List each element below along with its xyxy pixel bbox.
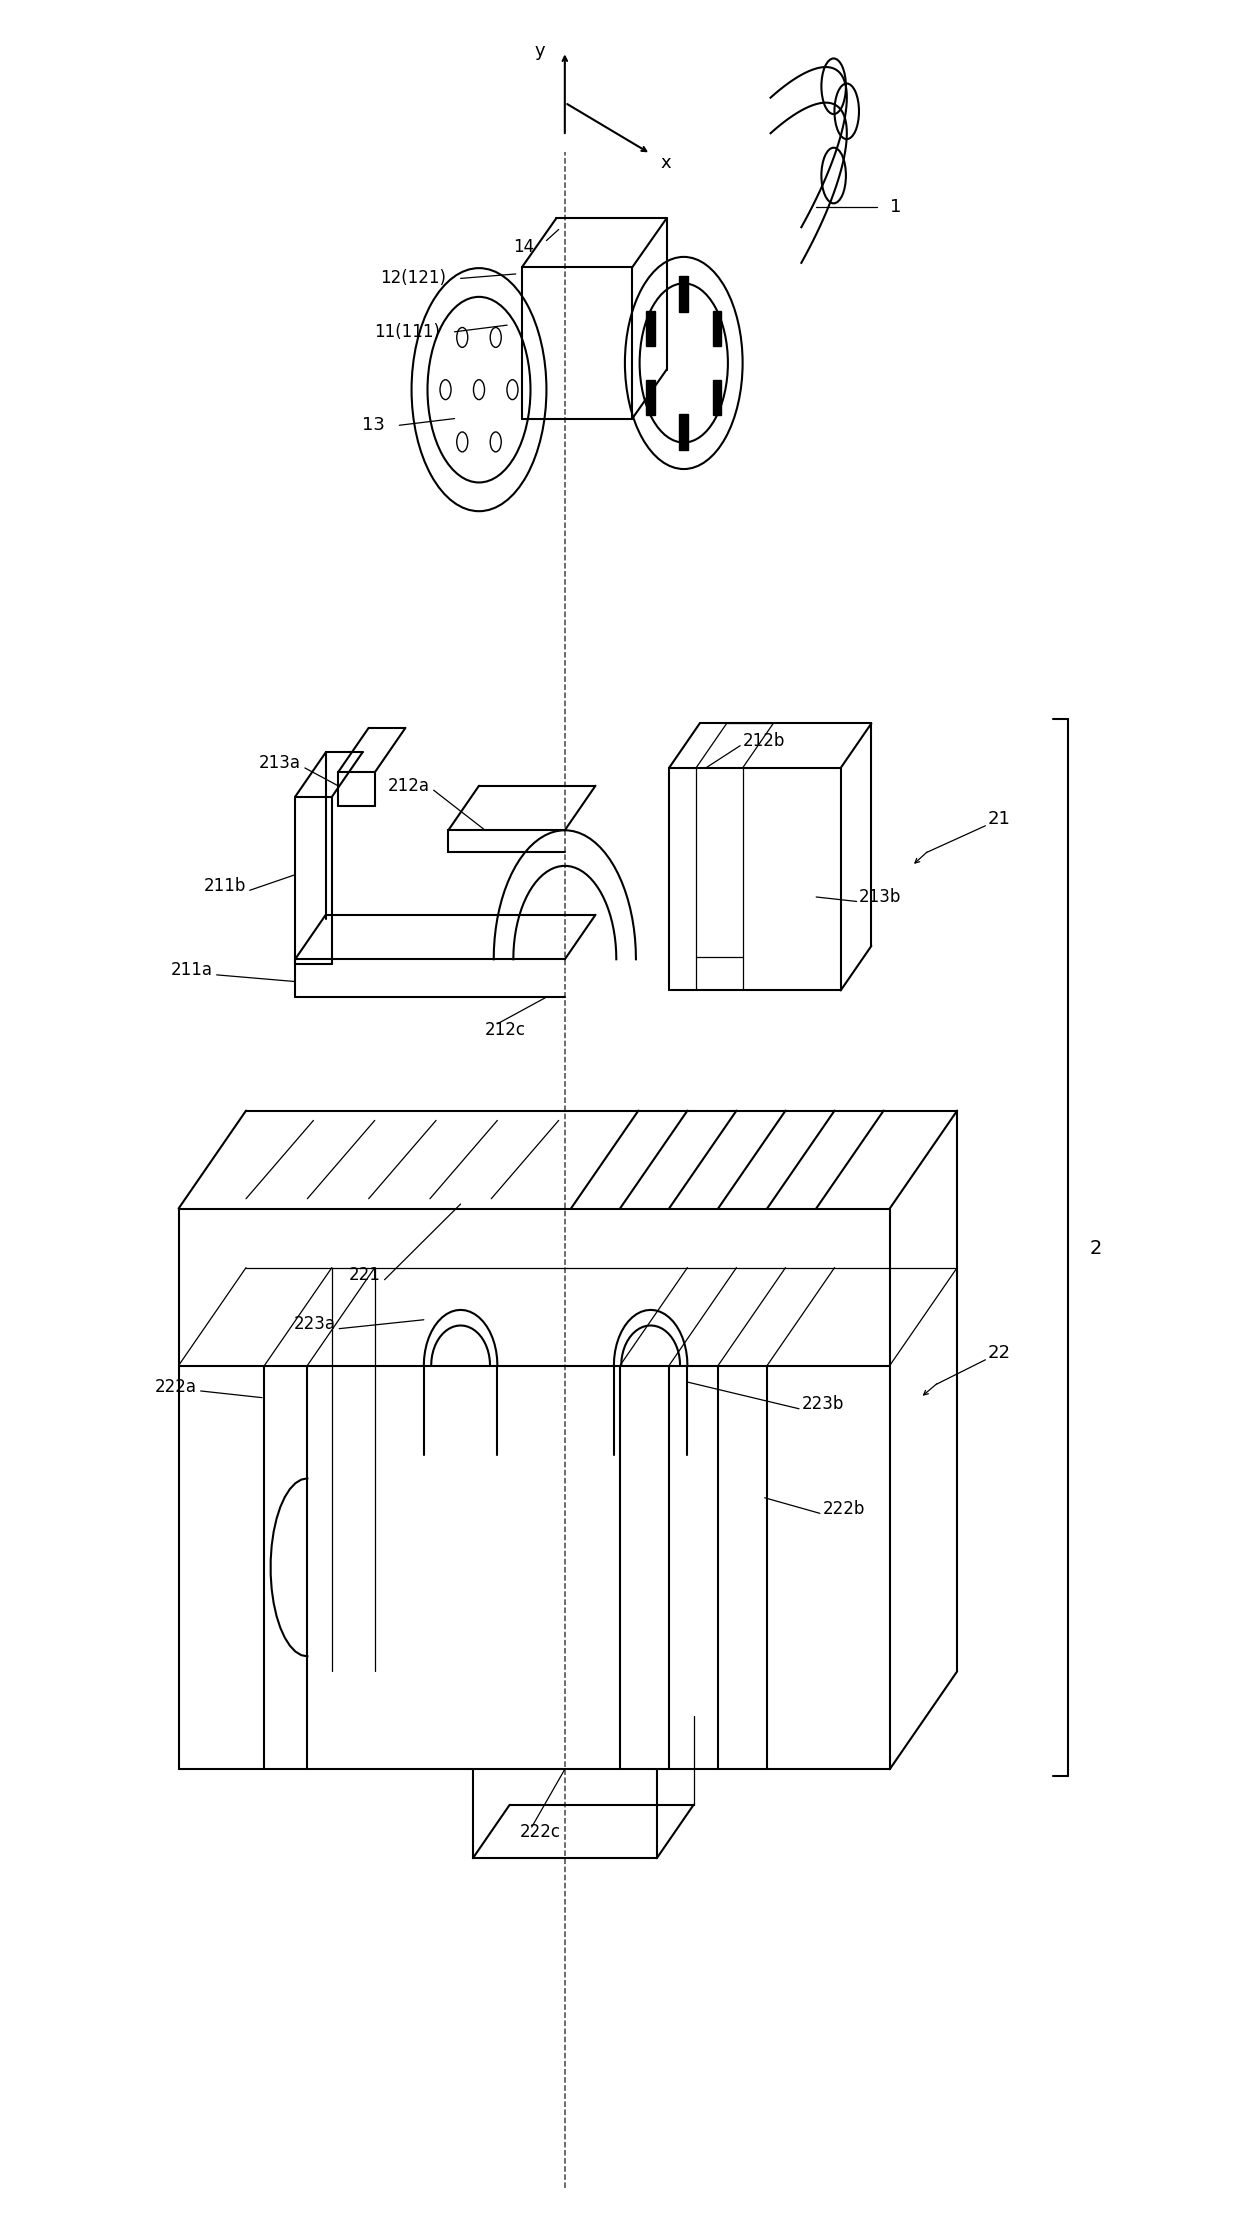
- Text: 2: 2: [1090, 1238, 1102, 1258]
- Bar: [680, 414, 688, 450]
- Text: 222b: 222b: [822, 1500, 864, 1518]
- Text: 12(121): 12(121): [379, 269, 446, 287]
- Text: 223b: 223b: [801, 1395, 844, 1413]
- Bar: [646, 311, 655, 347]
- Text: x: x: [661, 154, 671, 172]
- Text: 222c: 222c: [520, 1823, 560, 1840]
- Text: 212a: 212a: [388, 777, 430, 795]
- Text: 213b: 213b: [859, 889, 901, 907]
- Text: 211a: 211a: [171, 961, 213, 978]
- Bar: [646, 381, 655, 414]
- Text: 11(111): 11(111): [373, 322, 440, 340]
- Bar: [713, 381, 722, 414]
- Bar: [680, 275, 688, 311]
- Text: 211b: 211b: [203, 878, 246, 896]
- Text: 213a: 213a: [259, 755, 301, 772]
- Bar: [713, 311, 722, 347]
- Text: 22: 22: [988, 1343, 1011, 1361]
- Text: 13: 13: [362, 416, 384, 434]
- Text: 212b: 212b: [743, 732, 785, 750]
- Text: y: y: [534, 43, 546, 60]
- Text: 1: 1: [890, 199, 901, 217]
- Text: 14: 14: [513, 237, 534, 255]
- Text: 223a: 223a: [294, 1314, 336, 1332]
- Text: 221: 221: [348, 1267, 381, 1285]
- Text: 222a: 222a: [155, 1377, 197, 1395]
- Text: 21: 21: [988, 811, 1011, 828]
- Text: 212c: 212c: [485, 1021, 526, 1039]
